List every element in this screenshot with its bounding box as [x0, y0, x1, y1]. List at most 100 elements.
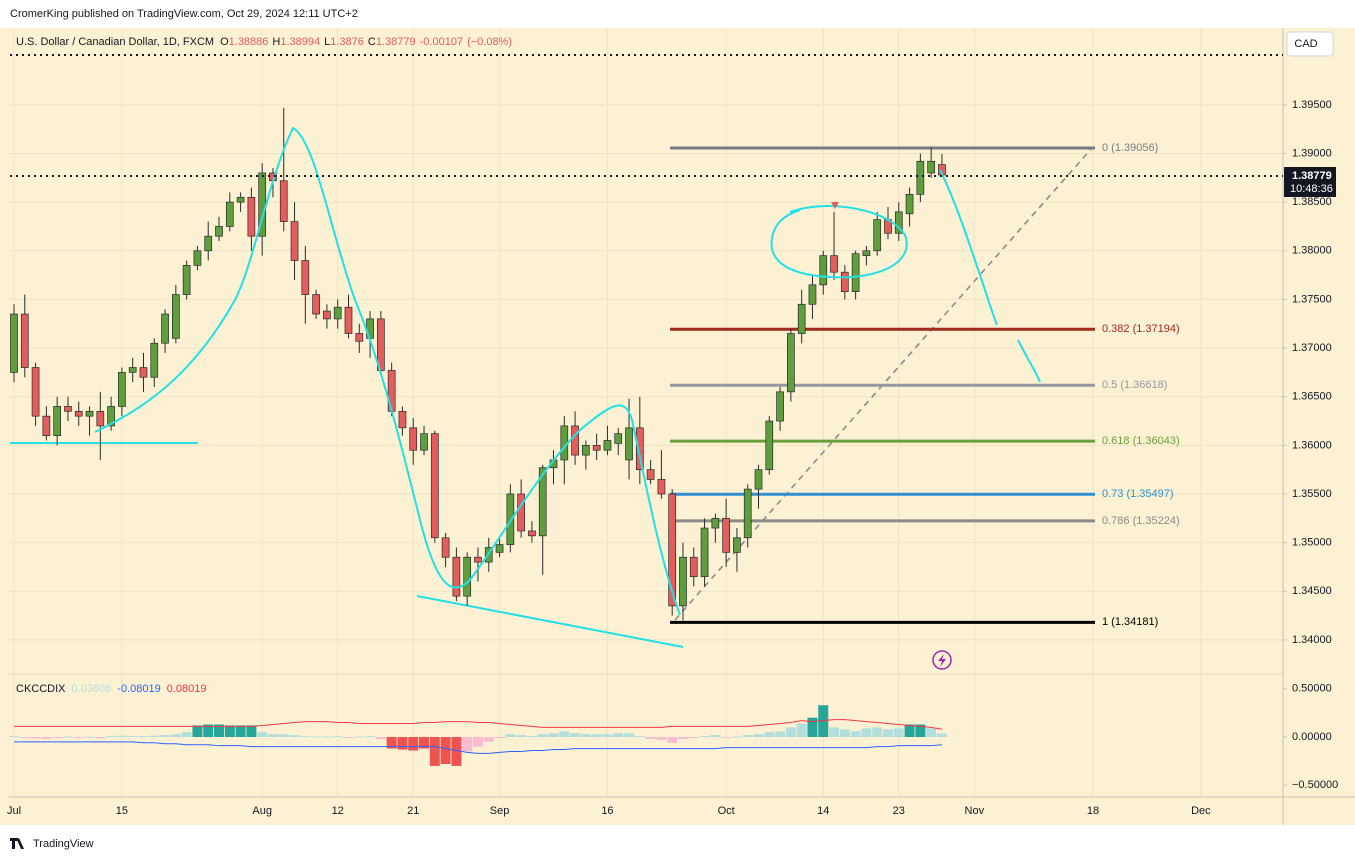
candle-body [279, 180, 288, 222]
histogram-bar [742, 735, 753, 738]
ohlc-value: 1.38886 [229, 36, 269, 48]
candle-body [873, 219, 882, 252]
histogram-bar [624, 733, 635, 738]
candle-body [689, 556, 698, 578]
candle-body [506, 493, 515, 545]
histogram-bar [451, 737, 462, 766]
currency-button[interactable] [1286, 31, 1334, 57]
y-tick-label: 1.37500 [1292, 293, 1332, 305]
candle-body [711, 517, 720, 529]
ohlc-value: 1.3876 [330, 36, 364, 48]
histogram-bar [106, 736, 117, 738]
histogram-bar [138, 736, 149, 738]
brand-logo [10, 838, 24, 849]
histogram-bar [861, 728, 872, 738]
drawing-projection [939, 169, 998, 326]
fib-retracement: 0 (1.39056) 0.382 (1.37194) 0.5 (1.36618) 0… [670, 142, 1180, 628]
histogram-bar [127, 736, 138, 738]
histogram-bar [926, 728, 937, 738]
indicator-value: -0.08019 [117, 683, 160, 695]
ohlc-value: 1.38779 [376, 36, 416, 48]
histogram-bar [300, 736, 311, 738]
histogram-bar [764, 732, 775, 738]
candle-body [204, 235, 213, 252]
y-tick-label: 1.38000 [1292, 245, 1332, 257]
indicator-legend: CKCCDIX 0.03608 -0.08019 0.08019 [16, 683, 206, 695]
histogram-bar [505, 734, 516, 738]
marker-triangle [831, 202, 839, 209]
y-tick-label: 1.36000 [1292, 439, 1332, 451]
histogram-bar [570, 733, 581, 738]
histogram-bar [41, 737, 52, 739]
candle-body [172, 294, 180, 339]
candle-body [312, 294, 320, 315]
fib-label: 0.382 (1.37194) [1102, 323, 1180, 335]
x-tick-label: 16 [601, 805, 613, 817]
candle-body [290, 221, 299, 261]
histogram-bar [19, 737, 30, 739]
candle-body [495, 544, 504, 553]
histogram-bar [408, 737, 419, 751]
event-icon[interactable] [932, 650, 952, 670]
last-price-tag [1284, 167, 1336, 197]
histogram-bar [677, 737, 688, 739]
y-tick-label: 1.35000 [1292, 537, 1332, 549]
fib-diagonal [674, 147, 1093, 621]
candle-body [236, 196, 245, 203]
candle-body [592, 445, 601, 451]
histogram-bar [494, 737, 505, 739]
candle-body [323, 310, 331, 320]
histogram-bar [224, 725, 235, 738]
histogram-bar [710, 735, 721, 738]
histogram-bar [116, 735, 127, 738]
histogram-bar [602, 734, 613, 738]
candle-body [430, 433, 439, 539]
histogram-bar [667, 737, 678, 743]
candle-body [776, 391, 784, 422]
ohlc-key: L [324, 36, 330, 48]
histogram-bar [419, 737, 430, 749]
candle-body [409, 427, 418, 451]
currency-label: CAD [1294, 38, 1317, 50]
histogram-bar [440, 737, 451, 764]
change: -0.00107 [420, 36, 463, 48]
symbol: U.S. Dollar / Canadian Dollar, 1D, FXCM [16, 36, 214, 48]
histogram-bar [904, 724, 915, 738]
indicator-y-tick-label: 0.50000 [1292, 683, 1332, 695]
candle-body [118, 372, 126, 407]
candle-body [107, 406, 115, 427]
y-tick-label: 1.38500 [1292, 196, 1332, 208]
candle-body [139, 367, 148, 378]
histogram-bar [84, 736, 95, 738]
grid [8, 28, 1283, 797]
y-tick-label: 1.35500 [1292, 488, 1332, 500]
x-tick-label: 14 [817, 805, 829, 817]
fib-label: 0.618 (1.36043) [1102, 435, 1180, 447]
candle-body [787, 333, 795, 393]
candle-body [797, 303, 806, 334]
drawing-trendline [416, 595, 684, 648]
candle-body [614, 433, 623, 444]
header-bar [0, 0, 1355, 28]
indicator-value: 0.03608 [72, 683, 112, 695]
candle-body [603, 440, 612, 451]
x-tick-label: Nov [965, 805, 985, 817]
candle-body [851, 253, 860, 292]
candle-body [840, 271, 849, 292]
event-icon-bolt [938, 654, 946, 667]
drawing-curve [94, 126, 681, 616]
candle-body [398, 410, 407, 429]
x-tick-label: Oct [718, 805, 735, 817]
histogram-bar [332, 736, 343, 738]
footer [0, 826, 1355, 861]
histogram-bar [882, 729, 893, 738]
histogram-bar [785, 727, 796, 738]
histogram-bar [559, 731, 570, 738]
candle-body [754, 469, 763, 490]
histogram-bar [613, 733, 624, 738]
fib-label: 0 (1.39056) [1102, 142, 1158, 154]
indicator-y-tick-label: 0.00000 [1292, 731, 1332, 743]
indicator-value: 0.08019 [167, 683, 207, 695]
histogram-bar [365, 736, 376, 738]
histogram-bar [936, 733, 947, 738]
